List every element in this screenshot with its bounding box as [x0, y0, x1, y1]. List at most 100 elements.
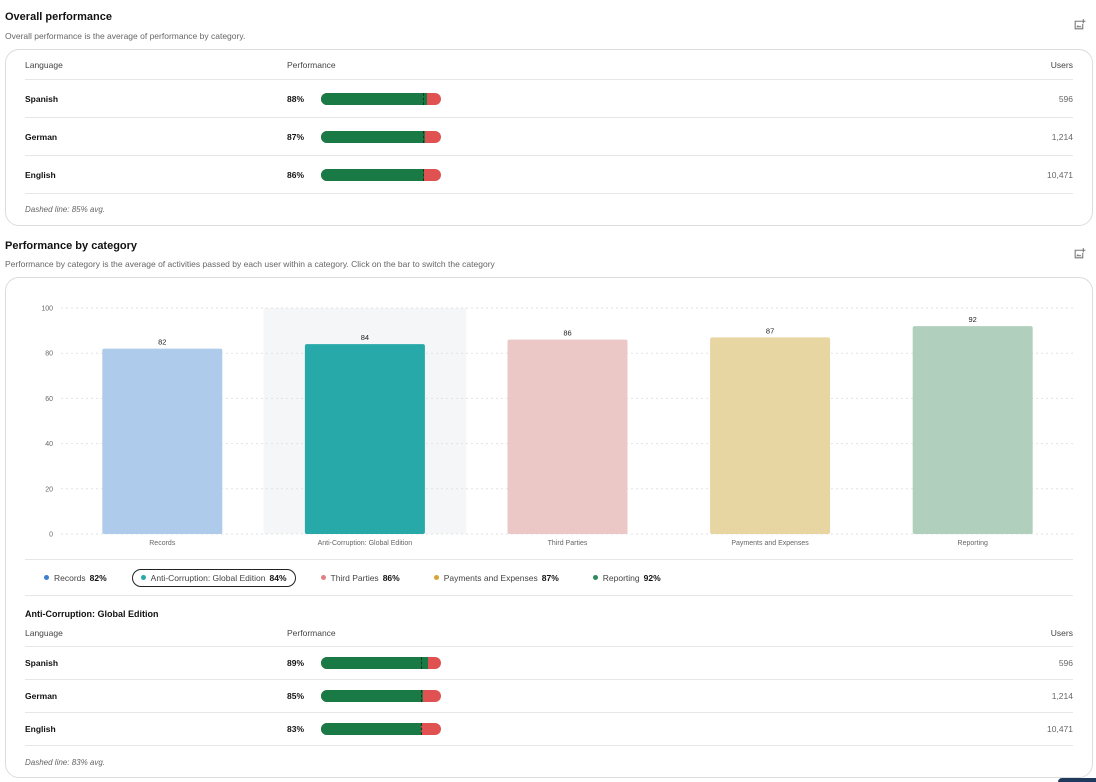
overall-card: Language Performance Users Spanish 88% 596… — [5, 49, 1093, 226]
x-tick-label: Payments and Expenses — [731, 540, 809, 547]
legend-value: 86% — [382, 572, 400, 583]
row-language: Spanish — [25, 93, 59, 104]
legend-item[interactable]: Anti-Corruption: Global Edition 84% — [131, 568, 296, 587]
legend-value: 92% — [643, 572, 661, 583]
average-dashed-line — [420, 723, 422, 735]
overall-title: Overall performance — [5, 11, 112, 23]
selected-category-title: Anti-Corruption: Global Edition — [25, 609, 159, 619]
legend-item[interactable]: Records 82% — [35, 569, 116, 587]
average-dashed-line — [423, 130, 424, 143]
row-language: Spanish — [25, 658, 59, 668]
row-performance-value: 85% — [287, 691, 305, 701]
y-tick-label: 100 — [41, 306, 53, 313]
bar-payments-and-expenses[interactable] — [710, 337, 831, 534]
category-bar-chart: 0 20 40 60 80 100 82 Records 84 Anti-Corruption: … — [41, 306, 1074, 547]
legend-label: Reporting — [602, 572, 640, 583]
row-language: English — [25, 724, 56, 734]
row-users: 1,214 — [1051, 131, 1073, 142]
bar-reporting[interactable] — [912, 326, 1033, 534]
row-performance-value: 88% — [287, 93, 305, 104]
y-tick-label: 0 — [49, 532, 53, 539]
category-card: 0 20 40 60 80 100 82 Records 84 Anti-Corruption: … — [5, 277, 1093, 778]
users-header: Users — [1050, 628, 1073, 638]
language-header: Language — [25, 628, 63, 638]
bar-value-label: 86 — [563, 329, 571, 338]
category-subtitle: Performance by category is the average o… — [5, 259, 495, 269]
bar-third-parties[interactable] — [507, 339, 628, 534]
performance-bar-fill — [321, 168, 425, 181]
performance-bar-fill — [321, 690, 423, 702]
x-tick-label: Records — [149, 540, 176, 547]
category-title: Performance by category — [5, 240, 138, 252]
performance-bar-fill — [321, 657, 428, 669]
category-legend: Records 82% Anti-Corruption: Global Editio… — [25, 559, 1073, 596]
legend-item[interactable]: Reporting 92% — [584, 569, 670, 587]
x-tick-label: Anti-Corruption: Global Edition — [318, 540, 413, 547]
performance-bar — [321, 657, 441, 669]
avg-note: Dashed line: 85% avg. — [25, 205, 106, 214]
legend-item[interactable]: Third Parties 86% — [312, 569, 409, 587]
performance-bar — [321, 168, 441, 181]
add-image-icon[interactable] — [1073, 247, 1086, 260]
table-row: English 86% 10,471 — [25, 156, 1073, 194]
row-performance-value: 83% — [287, 724, 305, 734]
y-tick-label: 80 — [45, 351, 53, 358]
legend-item[interactable]: Payments and Expenses 87% — [425, 569, 568, 587]
row-users: 1,214 — [1051, 691, 1073, 701]
row-performance-value: 87% — [287, 131, 305, 142]
row-users: 596 — [1058, 658, 1073, 668]
legend-label: Payments and Expenses — [443, 572, 538, 583]
legend-dot-icon — [320, 575, 326, 580]
bar-value-label: 82 — [158, 338, 166, 347]
category-table-header: Language Performance Users — [25, 620, 1073, 647]
performance-bar-fill — [321, 130, 426, 143]
row-users: 10,471 — [1047, 169, 1073, 180]
legend-dot-icon — [433, 575, 439, 580]
performance-bar — [321, 92, 441, 105]
legend-dot-icon — [592, 575, 598, 580]
performance-bar-fill — [321, 92, 427, 105]
language-header: Language — [25, 59, 63, 70]
legend-dot-icon — [44, 575, 49, 580]
row-language: English — [25, 169, 56, 180]
average-dashed-line — [420, 690, 422, 702]
bar-records[interactable] — [102, 348, 223, 534]
row-language: German — [25, 131, 58, 142]
performance-bar — [321, 723, 441, 735]
bar-anti-corruption-global-edition[interactable] — [304, 344, 425, 534]
performance-bar — [321, 130, 441, 143]
table-row: Spanish 89% 596 — [25, 647, 1073, 680]
average-dashed-line — [420, 657, 422, 669]
corner-widget — [1058, 778, 1096, 782]
add-image-icon[interactable] — [1073, 18, 1086, 31]
row-language: German — [25, 691, 58, 701]
row-users: 10,471 — [1047, 724, 1073, 734]
row-performance-value: 86% — [287, 169, 305, 180]
legend-label: Anti-Corruption: Global Edition — [150, 572, 266, 583]
table-row: German 87% 1,214 — [25, 118, 1073, 156]
x-tick-label: Reporting — [958, 540, 988, 547]
legend-value: 82% — [89, 572, 107, 583]
legend-label: Records — [54, 572, 86, 583]
row-performance-value: 89% — [287, 658, 305, 668]
table-row: English 83% 10,471 — [25, 713, 1073, 746]
performance-bar — [321, 690, 441, 702]
average-dashed-line — [423, 92, 424, 105]
performance-header: Performance — [287, 628, 336, 638]
bar-value-label: 92 — [969, 315, 977, 324]
users-header: Users — [1050, 59, 1073, 70]
y-tick-label: 20 — [45, 486, 53, 493]
table-row: German 85% 1,214 — [25, 680, 1073, 713]
legend-dot-icon — [140, 575, 146, 580]
x-tick-label: Third Parties — [548, 540, 588, 547]
bar-value-label: 84 — [361, 333, 369, 342]
y-tick-label: 40 — [45, 441, 53, 448]
legend-value: 84% — [269, 572, 287, 583]
row-users: 596 — [1058, 93, 1073, 104]
legend-label: Third Parties — [330, 572, 379, 583]
overall-subtitle: Overall performance is the average of pe… — [5, 31, 246, 41]
average-dashed-line — [423, 168, 424, 181]
overall-table-header: Language Performance Users — [25, 50, 1073, 80]
performance-bar-fill — [321, 723, 421, 735]
table-row: Spanish 88% 596 — [25, 80, 1073, 118]
